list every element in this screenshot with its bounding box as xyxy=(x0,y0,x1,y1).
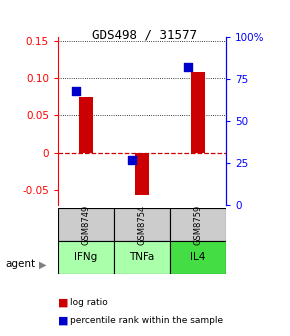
Bar xyxy=(135,153,149,195)
Text: log ratio: log ratio xyxy=(70,298,107,307)
Text: percentile rank within the sample: percentile rank within the sample xyxy=(70,317,223,325)
Bar xyxy=(170,241,226,274)
Text: TNFa: TNFa xyxy=(129,252,155,262)
Text: GSM8759: GSM8759 xyxy=(194,205,203,245)
Bar xyxy=(114,208,170,241)
Text: GSM8754: GSM8754 xyxy=(137,205,147,245)
Bar xyxy=(79,97,93,153)
Bar xyxy=(170,208,226,241)
Point xyxy=(74,88,78,93)
Text: ▶: ▶ xyxy=(39,259,47,269)
Bar xyxy=(58,241,114,274)
Text: GDS498 / 31577: GDS498 / 31577 xyxy=(93,29,197,42)
Text: IFNg: IFNg xyxy=(75,252,98,262)
Text: GSM8749: GSM8749 xyxy=(81,205,90,245)
Bar xyxy=(191,72,205,153)
Text: agent: agent xyxy=(6,259,36,269)
Point xyxy=(186,65,191,70)
Bar xyxy=(114,241,170,274)
Bar xyxy=(58,208,114,241)
Point xyxy=(130,158,134,163)
Text: IL4: IL4 xyxy=(191,252,206,262)
Text: ■: ■ xyxy=(58,316,68,326)
Text: ■: ■ xyxy=(58,297,68,307)
